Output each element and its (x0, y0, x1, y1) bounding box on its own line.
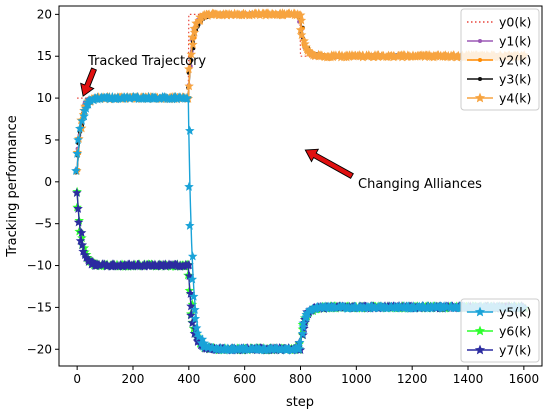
x-tick-label: 200 (122, 372, 145, 386)
series-marker (72, 148, 82, 158)
legend-label: y7(k) (499, 343, 531, 358)
series-marker (75, 123, 85, 133)
y-tick-label: 5 (44, 133, 52, 147)
legend-label: y6(k) (499, 324, 531, 339)
series-marker (185, 125, 195, 135)
series-marker (296, 30, 307, 40)
x-tick-label: 1600 (509, 372, 540, 386)
series-marker (187, 274, 198, 284)
series-marker (189, 27, 200, 37)
x-tick-label: 1000 (341, 372, 372, 386)
series-marker (295, 24, 306, 34)
series-marker (72, 188, 82, 198)
legend-swatch-marker (477, 57, 483, 63)
annotation-tracked-trajectory: Tracked Trajectory (87, 54, 206, 69)
x-tick-label: 400 (177, 372, 200, 386)
series-marker (71, 165, 81, 175)
y-tick-label: 10 (37, 91, 52, 105)
series-marker (188, 291, 199, 301)
series-marker (187, 32, 198, 42)
series-marker (182, 93, 192, 103)
arrow-changing-alliances (304, 148, 354, 179)
legend-label: y0(k) (499, 15, 531, 30)
x-tick-label: 0 (73, 372, 81, 386)
series-marker (189, 23, 200, 33)
series-marker (297, 328, 308, 338)
series-marker (294, 343, 304, 353)
axis-ticks: 0 200 400 600 800 1000 1200 1400 1600−20−15−10−5… (27, 7, 539, 386)
annotation-changing-alliances: Changing Alliances (358, 177, 482, 192)
series-marker (73, 217, 84, 227)
series-marker (73, 203, 83, 213)
series-marker (190, 313, 201, 323)
series-marker (77, 240, 88, 250)
legend-label: y5(k) (499, 305, 531, 320)
series-y5k (71, 92, 529, 355)
series-marker (295, 10, 306, 20)
y-tick-label: 0 (44, 175, 52, 189)
series-marker (184, 181, 194, 191)
series-marker (187, 251, 198, 261)
series-marker (294, 337, 305, 347)
series-marker (190, 304, 200, 314)
legend-label: y2(k) (499, 53, 531, 68)
arrow-tracked-trajectory (80, 67, 97, 97)
series-marker (187, 318, 198, 328)
legend-label: y4(k) (499, 91, 531, 106)
y-tick-label: 20 (37, 7, 52, 21)
series-marker (191, 323, 202, 333)
legend-swatch-marker (474, 344, 486, 355)
series-marker (184, 81, 194, 91)
legend-box (460, 8, 540, 111)
y-tick-label: −15 (27, 300, 52, 314)
series-marker (296, 15, 307, 25)
legend-upper: y0(k) y1(k) y2(k) y3(k) y4(k) (460, 8, 540, 111)
series-marker (298, 322, 308, 332)
legend-swatch-marker (474, 306, 486, 317)
y-tick-label: −20 (27, 342, 52, 356)
x-tick-label: 1200 (397, 372, 428, 386)
series-marker (186, 49, 197, 59)
legend-label: y1(k) (499, 34, 531, 49)
x-tick-label: 800 (289, 372, 312, 386)
y-tick-label: −10 (27, 259, 52, 273)
legend-lower: y5(k) y6(k) y7(k) (460, 298, 540, 363)
x-axis-label: step (286, 395, 314, 410)
annotations: Tracked Trajectory Changing Alliances (80, 54, 482, 192)
x-tick-label: 600 (233, 372, 256, 386)
y-axis-label: Tracking performance (5, 115, 20, 258)
series-layer (71, 8, 530, 355)
series-marker (79, 111, 89, 121)
series-marker (73, 135, 83, 145)
y-tick-label: 15 (37, 49, 52, 63)
series-marker (184, 64, 194, 74)
series-marker (188, 39, 198, 49)
y-tick-label: −5 (34, 217, 52, 231)
series-marker (76, 227, 87, 237)
legend-swatch-marker (474, 92, 486, 103)
legend-label: y3(k) (499, 72, 531, 87)
x-tick-label: 1400 (453, 372, 484, 386)
legend-swatch-marker (474, 325, 486, 336)
series-marker (77, 115, 87, 125)
series-marker (195, 15, 206, 25)
series-marker (185, 220, 195, 230)
legend-swatch-marker (477, 76, 483, 82)
series-marker (298, 318, 308, 328)
legend-swatch-marker (477, 38, 483, 44)
